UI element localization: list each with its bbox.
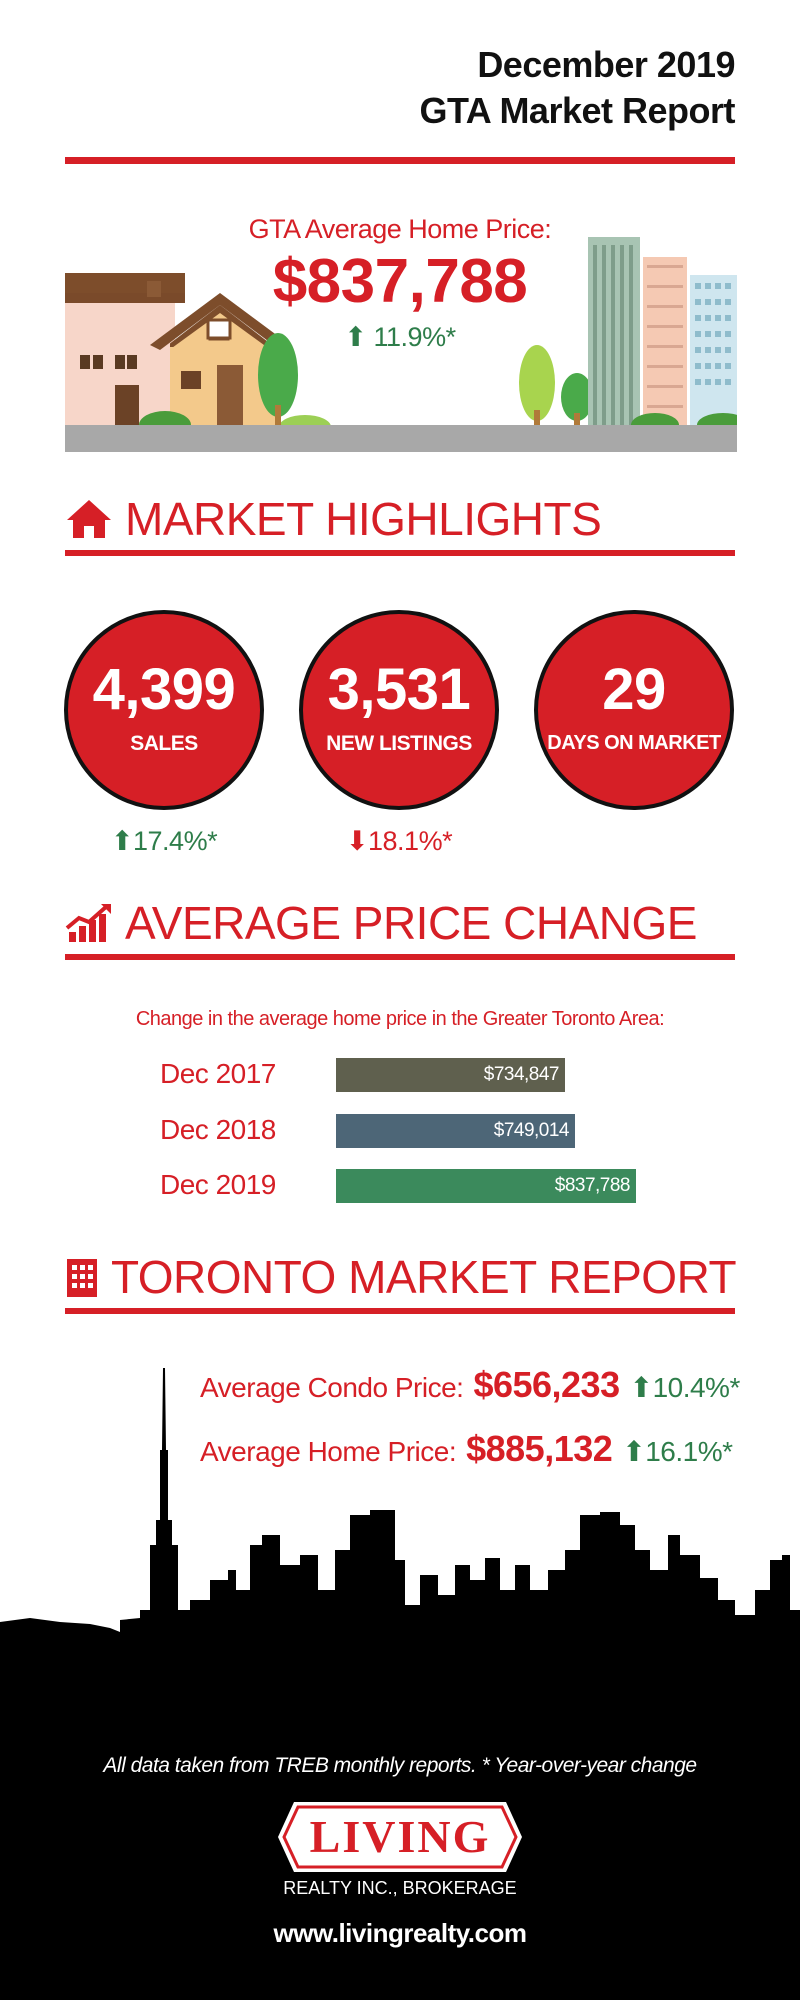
bar-category-dec-2019: Dec 2019 (160, 1169, 276, 1200)
gta-average-change-value: 11.9%* (373, 322, 457, 352)
gta-average-value: $837,788 (272, 247, 528, 316)
bar-dec-2017: $734,847 (336, 1058, 565, 1092)
average-price-change-title: AVERAGE PRICE CHANGE (125, 897, 697, 949)
condo-price-change-value: 10.4%* (652, 1372, 741, 1403)
report-title-line1: December 2019 (477, 44, 735, 85)
house-icon (67, 500, 111, 538)
bar-dec-2019: $837,788 (336, 1169, 636, 1203)
toronto-market-report-divider (65, 1308, 735, 1314)
new-listings-change: ⬇18.1%* (299, 826, 499, 857)
report-title-line2: GTA Market Report (419, 90, 735, 131)
days-on-market-value: 29 (602, 657, 666, 722)
new-listings-circle: 3,531 NEW LISTINGS (299, 610, 499, 810)
average-price-change-divider (65, 954, 735, 960)
home-price-change: ⬆16.1%* (622, 1435, 733, 1468)
neighborhood-illustration (65, 237, 737, 452)
days-on-market-circle: 29 DAYS ON MARKET (534, 610, 734, 810)
sales-circle: 4,399 SALES (64, 610, 264, 810)
condo-price-change: ⬆10.4%* (629, 1371, 741, 1404)
new-listings-label: NEW LISTINGS (326, 732, 472, 755)
toronto-market-report-heading: TORONTO MARKET REPORT (65, 1250, 737, 1304)
arrow-up-icon: ⬆ (629, 1372, 653, 1403)
toronto-condo-price-line: Average Condo Price: $656,233 ⬆10.4%* (200, 1364, 740, 1406)
price-change-intro: Change in the average home price in the … (135, 1008, 665, 1030)
home-price-value: $885,132 (466, 1428, 613, 1469)
arrow-down-icon: ⬇ (345, 826, 369, 856)
new-listings-change-value: 18.1%* (368, 826, 453, 856)
sales-change: ⬆17.4%* (64, 826, 264, 857)
header-divider (65, 157, 735, 164)
bar-dec-2018: $749,014 (336, 1114, 575, 1148)
report-title: December 2019 GTA Market Report (419, 42, 735, 134)
footnote: All data taken from TREB monthly reports… (103, 1754, 697, 1777)
toronto-home-price-line: Average Home Price: $885,132 ⬆16.1%* (200, 1428, 733, 1470)
sales-label: SALES (130, 732, 198, 755)
market-highlights-title: MARKET HIGHLIGHTS (125, 493, 602, 545)
gta-average-label: GTA Average Home Price: (248, 214, 552, 244)
rising-chart-icon (65, 904, 111, 942)
website-link[interactable]: www.livingrealty.com (273, 1918, 527, 1948)
gta-average-change: ⬆ 11.9%* (200, 322, 600, 353)
arrow-up-icon: ⬆ (110, 826, 134, 856)
home-price-label: Average Home Price: (200, 1436, 457, 1467)
toronto-market-report-title: TORONTO MARKET REPORT (111, 1251, 737, 1303)
toronto-skyline-silhouette (0, 1368, 800, 2000)
bar-category-dec-2017: Dec 2017 (160, 1058, 276, 1089)
new-listings-value: 3,531 (327, 657, 471, 722)
sales-change-value: 17.4%* (133, 826, 218, 856)
sales-value: 4,399 (92, 657, 236, 722)
average-price-change-heading: AVERAGE PRICE CHANGE (65, 896, 697, 950)
living-realty-logo (278, 1802, 522, 1872)
home-price-change-value: 16.1%* (645, 1436, 733, 1467)
arrow-up-icon: ⬆ (344, 322, 367, 352)
arrow-up-icon: ⬆ (622, 1436, 646, 1467)
market-highlights-divider (65, 550, 735, 556)
logo-subtitle: REALTY INC., BROKERAGE (283, 1878, 517, 1898)
market-highlights-heading: MARKET HIGHLIGHTS (65, 492, 602, 546)
logo-word: LIVING (309, 1811, 491, 1862)
bar-category-dec-2018: Dec 2018 (160, 1114, 276, 1145)
days-on-market-label: DAYS ON MARKET (547, 732, 721, 754)
condo-price-value: $656,233 (473, 1364, 620, 1405)
condo-price-label: Average Condo Price: (200, 1372, 464, 1403)
building-icon (67, 1259, 97, 1297)
